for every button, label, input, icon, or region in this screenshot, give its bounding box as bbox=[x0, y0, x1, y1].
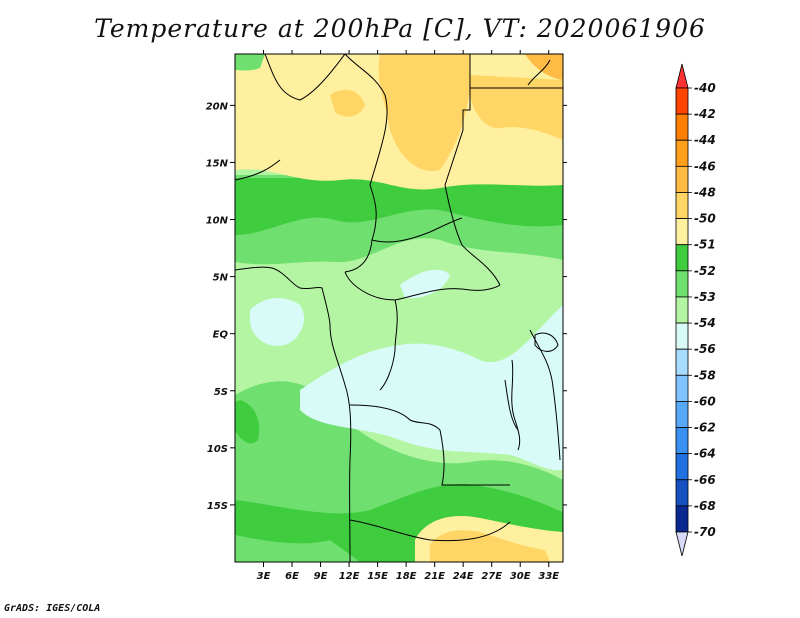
border-sahel-1 bbox=[235, 159, 281, 181]
colorbar-label-3: -46 bbox=[694, 159, 716, 173]
credit-label: GrADS: IGES/COLA bbox=[4, 603, 101, 614]
y-tick-label-6: 10S bbox=[207, 444, 228, 455]
west-africa-coast bbox=[235, 266, 331, 326]
colorbar-label-0: -40 bbox=[694, 81, 716, 95]
colorbar-box-16 bbox=[675, 479, 689, 507]
colorbar-box-6 bbox=[675, 218, 689, 246]
colorbar-box-3 bbox=[675, 139, 689, 167]
border-north-2 bbox=[344, 54, 388, 186]
colorbar-box-17 bbox=[675, 505, 689, 533]
coastlines-and-borders bbox=[235, 54, 563, 562]
colorbar-box-7 bbox=[675, 244, 689, 272]
y-tick-label-7: 15S bbox=[207, 501, 228, 512]
border-central-3 bbox=[379, 299, 398, 391]
border-north-3 bbox=[444, 54, 471, 186]
map-frame bbox=[234, 53, 564, 563]
red-sea-coast bbox=[527, 59, 551, 86]
colorbar-label-5: -50 bbox=[694, 212, 716, 226]
field-zone-53-nw bbox=[235, 54, 265, 71]
lake-tanganyika bbox=[504, 379, 519, 431]
colorbar-box-4 bbox=[675, 165, 689, 193]
x-tick-label-6: 21E bbox=[424, 571, 445, 582]
field-zone-50-se bbox=[430, 530, 550, 562]
field-zone-52-sahel bbox=[235, 178, 563, 235]
field-zone-53-sw bbox=[235, 535, 360, 562]
x-tick-label-4: 15E bbox=[367, 571, 388, 582]
x-axis: 3E 6E 9E 12E 15E 18E 21E 24E 27E 30E 33E bbox=[257, 50, 559, 582]
x-tick-label-10: 33E bbox=[538, 571, 559, 582]
border-south-1 bbox=[349, 404, 441, 431]
colorbar-label-8: -53 bbox=[694, 290, 716, 304]
colorbar: -40 -42 -44 -46 -48 -50 -51 -52 -53 -54 -56 -58 -60 -… bbox=[675, 63, 716, 557]
x-tick-label-2: 9E bbox=[314, 571, 328, 582]
field-zone-50-north-1 bbox=[378, 54, 470, 171]
colorbar-box-12 bbox=[675, 374, 689, 402]
field-zone-50-north-2 bbox=[470, 75, 563, 140]
colorbar-box-11 bbox=[675, 348, 689, 376]
colorbar-label-16: -68 bbox=[694, 499, 716, 513]
colorbar-label-13: -62 bbox=[694, 421, 716, 435]
colorbar-label-17: -70 bbox=[694, 525, 716, 539]
colorbar-bottom-triangle bbox=[675, 531, 689, 557]
lake-victoria bbox=[534, 332, 559, 352]
border-south-2 bbox=[439, 429, 510, 486]
y-axis: 20N 15N 10N 5N EQ 5S 10S 15S bbox=[206, 101, 567, 512]
border-south-3 bbox=[349, 519, 511, 542]
colorbar-box-10 bbox=[675, 322, 689, 350]
field-zone-50-north-3 bbox=[330, 89, 365, 117]
colorbar-label-10: -56 bbox=[694, 342, 716, 356]
colorbar-label-15: -66 bbox=[694, 473, 716, 487]
colorbar-box-8 bbox=[675, 270, 689, 298]
colorbar-label-4: -48 bbox=[694, 185, 716, 199]
x-tick-label-8: 27E bbox=[481, 571, 502, 582]
y-tick-label-2: 10N bbox=[206, 216, 229, 227]
colorbar-label-9: -54 bbox=[694, 316, 716, 330]
colorbar-label-6: -51 bbox=[694, 238, 716, 252]
x-tick-label-9: 30E bbox=[510, 571, 531, 582]
field-zone-48-ne bbox=[525, 54, 563, 80]
field-zone-56-west bbox=[250, 298, 305, 346]
field-zone-56-basin bbox=[300, 305, 563, 471]
colorbar-box-5 bbox=[675, 192, 689, 219]
y-tick-label-4: EQ bbox=[213, 330, 229, 341]
y-tick-label-5: 5S bbox=[214, 387, 228, 398]
colorbar-box-13 bbox=[675, 401, 689, 428]
colorbar-label-7: -52 bbox=[694, 264, 716, 278]
y-tick-label-1: 15N bbox=[206, 158, 229, 169]
border-central-1 bbox=[371, 217, 463, 243]
field-zone-52-west bbox=[235, 400, 260, 444]
colorbar-top-triangle bbox=[675, 63, 689, 89]
colorbar-label-12: -60 bbox=[694, 394, 716, 408]
colorbar-label-1: -42 bbox=[694, 107, 716, 121]
x-tick-label-0: 3E bbox=[257, 571, 271, 582]
colorbar-label-14: -64 bbox=[694, 447, 716, 461]
east-coast bbox=[529, 329, 561, 461]
y-tick-label-3: 5N bbox=[213, 273, 229, 284]
colorbar-box-14 bbox=[675, 427, 689, 455]
temperature-field bbox=[235, 54, 563, 562]
x-tick-label-7: 24E bbox=[453, 571, 474, 582]
colorbar-box-1 bbox=[675, 87, 689, 115]
x-tick-label-1: 6E bbox=[285, 571, 299, 582]
field-zone-56-north bbox=[400, 269, 450, 299]
central-west-coast bbox=[329, 324, 352, 562]
colorbar-box-9 bbox=[675, 296, 689, 324]
border-sahel-3 bbox=[444, 184, 501, 286]
colorbar-box-2 bbox=[675, 113, 689, 141]
colorbar-label-11: -58 bbox=[694, 368, 716, 382]
x-tick-label-3: 12E bbox=[339, 571, 360, 582]
border-central-2 bbox=[344, 271, 501, 301]
colorbar-label-2: -44 bbox=[694, 133, 716, 147]
chart-title: Temperature at 200hPa [C], VT: 202006190… bbox=[94, 14, 706, 43]
x-tick-label-5: 18E bbox=[396, 571, 417, 582]
colorbar-box-15 bbox=[675, 453, 689, 481]
y-tick-label-0: 20N bbox=[206, 101, 229, 112]
border-north-1 bbox=[264, 54, 346, 101]
east-lakes bbox=[511, 359, 521, 451]
